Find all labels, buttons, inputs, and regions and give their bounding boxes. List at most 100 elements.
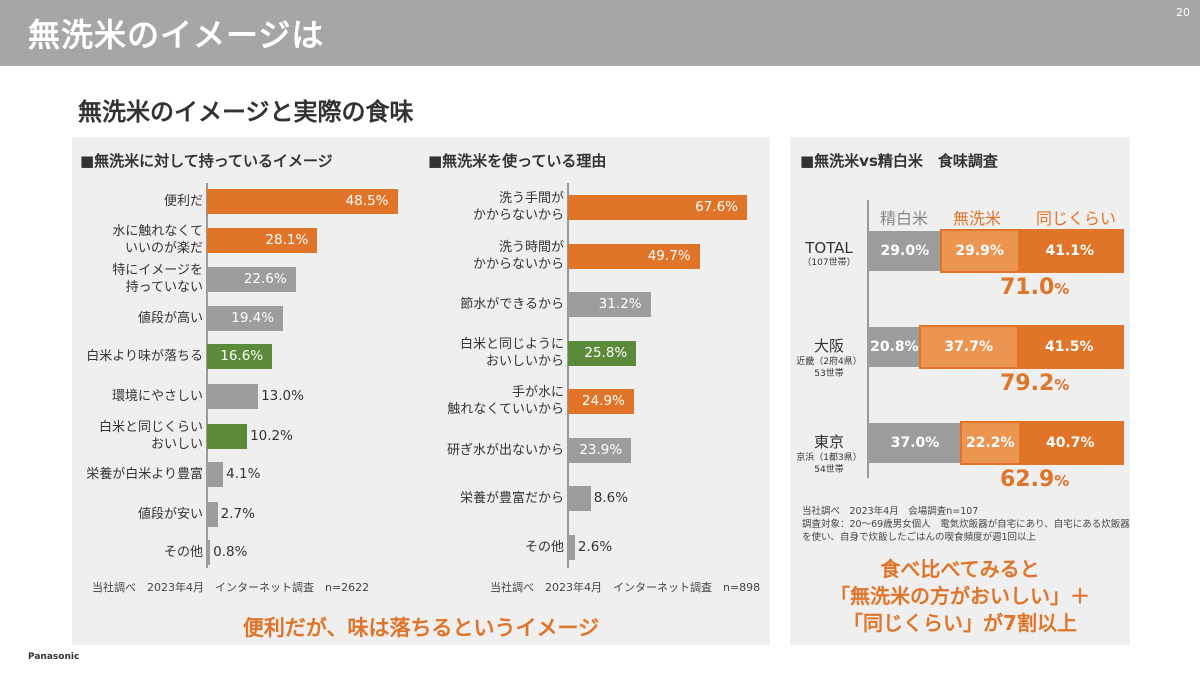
stacked-segment: 20.8% [868,327,921,367]
axis-line [567,183,569,568]
bar [568,485,591,511]
row-label: 大阪 近畿（2府4県） 53世帯 [796,335,862,380]
bar [568,194,748,220]
category-label: 栄養が豊富だから [459,490,564,506]
category-label: 白米と同じように おいしいから [459,337,564,369]
bar [568,291,651,317]
bar-value-label: 10.2% [250,427,293,444]
bar-value-label: 2.7% [220,505,255,522]
bar [207,305,284,331]
category-label: その他 [163,544,203,560]
category-label: 栄養が白米より豊富 [86,466,203,482]
combined-total-unit: % [1054,376,1070,394]
legend-item: 精白米 [880,209,929,228]
category-label: 便利だ [163,193,203,209]
bar-value-label: 16.6% [220,347,264,364]
page-number: 20 [1176,6,1190,19]
chart2-source: 当社調べ 2023年4月 インターネット調査 n=898 [490,581,761,594]
bar-value-label: 25.8% [584,344,628,361]
category-label: 水に触れなくて いいのが楽だ [112,224,203,256]
category-label: 白米より味が落ちる [86,348,203,364]
combined-total-label: 62.9% [1000,467,1069,492]
bar [207,423,248,449]
bar [207,461,224,487]
bar-value-label: 28.1% [265,231,309,248]
bar [568,340,637,366]
row-label: 東京京浜（1都3県） 54世帯 [796,431,862,476]
bar-value-label: 13.0% [261,387,304,404]
bar-value-label: 2.6% [577,538,613,555]
right-panel [790,137,1130,645]
bar [207,266,296,292]
combined-total-unit: % [1054,472,1070,490]
row-label-main: TOTAL [805,239,853,257]
chart3-note: 当社調べ 2023年4月 会場調査n=107 調査対象：20〜69歳男女個人 電… [802,506,1130,543]
stacked-segment: 29.0% [868,231,942,271]
bar-value-label: 8.6% [593,489,629,506]
category-label: 洗う手間が かからないから [472,191,564,223]
chart3-title: ■無洗米vs精白米 食味調査 [800,152,998,170]
category-label: その他 [524,539,564,555]
bar-value-label: 23.9% [579,441,623,458]
bar [568,437,632,463]
category-label: 研ぎ水が出ないから [446,442,564,458]
bar-value-label: 49.7% [647,247,691,264]
bar [207,188,398,214]
chart1-source: 当社調べ 2023年4月 インターネット調査 n=2622 [92,581,370,594]
bar-value-label: 24.9% [581,392,625,409]
category-label: 値段が高い [137,310,203,326]
bar-value-label: 48.5% [345,192,389,209]
header-bar: 無洗米のイメージは 20 [0,0,1200,66]
stacked-segment: 37.7% [920,327,1017,367]
bar [207,227,318,253]
bar [207,539,211,565]
bar [207,343,273,369]
row-label: TOTAL （107世帯） [796,239,862,269]
header-title: 無洗米のイメージは [28,16,325,54]
category-label: 白米と同じくらい おいしい [98,420,203,452]
stacked-segment: 40.7% [1018,423,1122,463]
brand-logo-text: Panasonic [28,652,80,662]
row-label-main: 東京 [813,433,844,451]
row-label-sub: 京浜（1都3県） 54世帯 [796,453,862,475]
combined-total-value: 71.0 [1000,275,1055,300]
stacked-segment: 29.9% [941,231,1018,271]
right-conclusion: 食べ比べてみると 「無洗米の方がおいしい」＋ 「同じくらい」が7割以上 [830,557,1090,635]
bar-value-label: 31.2% [598,295,642,312]
chart1-title: ■無洗米に対して持っているイメージ [80,152,333,170]
bar [568,534,575,560]
bar [568,243,700,269]
combined-total-label: 71.0% [1000,275,1069,300]
bar-value-label: 22.6% [243,270,287,287]
legend-item: 同じくらい [1036,209,1117,228]
left-conclusion: 便利だが、味は落ちるというイメージ [242,616,600,640]
bar [568,388,634,414]
stacked-segment: 41.5% [1016,327,1122,367]
row-label-sub: （107世帯） [802,258,856,268]
slide-subtitle: 無洗米のイメージと実際の食味 [78,98,414,126]
category-label: 値段が安い [137,506,203,522]
stacked-segment: 41.1% [1017,231,1122,271]
stacked-segment: 37.0% [868,423,963,463]
category-label: 手が水に 触れなくていいから [447,385,564,417]
bar-value-label: 0.8% [213,543,248,560]
bar-value-label: 4.1% [226,465,261,482]
segment-outline [939,229,1124,273]
chart2-title: ■無洗米を使っている理由 [428,152,607,170]
legend-item: 無洗米 [953,209,1002,228]
category-label: 環境にやさしい [111,388,203,404]
axis-line [206,183,208,568]
bar [207,501,218,527]
left-panel [72,137,770,645]
segment-outline [918,325,1124,369]
row-label-main: 大阪 [813,337,844,355]
combined-total-value: 62.9 [1000,467,1055,492]
category-label: 洗う時間が かからないから [472,240,564,272]
bar-value-label: 67.6% [695,198,739,215]
combined-total-value: 79.2 [1000,371,1055,396]
bar [207,383,259,409]
bar-value-label: 19.4% [231,309,275,326]
category-label: 節水ができるから [460,296,564,312]
category-label: 特にイメージを 持っていない [112,263,203,295]
combined-total-label: 79.2% [1000,371,1069,396]
